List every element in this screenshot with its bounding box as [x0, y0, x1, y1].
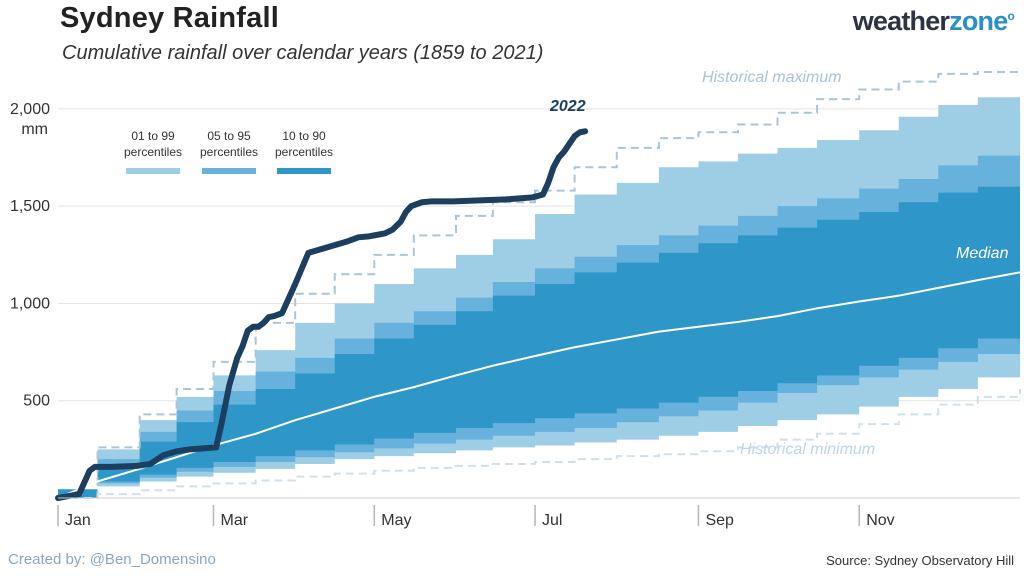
chart-title: Sydney Rainfall	[60, 2, 279, 34]
annotations: Historical maximum Historical minimum Medi…	[549, 69, 1009, 458]
chart-subtitle: Cumulative rainfall over calendar years …	[62, 42, 544, 64]
legend-swatch-2	[202, 168, 256, 174]
x-tick-label-sep: Sep	[705, 512, 734, 529]
y-unit-label: mm	[21, 121, 48, 138]
historical-minimum-line	[58, 389, 1021, 499]
legend-sublabel-1: percentiles	[124, 145, 182, 159]
historical-minimum-label: Historical minimum	[740, 441, 875, 458]
legend: 01 to 99 percentiles 05 to 95 percentiles 10…	[124, 129, 333, 174]
weatherzone-logo: weatherzoneo	[852, 6, 1015, 37]
historical-maximum-label: Historical maximum	[702, 69, 842, 86]
axes: Jan Mar May Jul Sep Nov 500 1,000 1,500 2,000 mm	[10, 101, 1020, 529]
x-tick-label-nov: Nov	[866, 512, 894, 529]
source-text: Source: Sydney Observatory Hill	[826, 553, 1014, 568]
logo-text-zone: zone	[949, 6, 1008, 36]
legend-swatch-3	[277, 168, 331, 174]
legend-label-2: 05 to 95	[207, 129, 251, 143]
x-tick-label-mar: Mar	[221, 512, 249, 529]
logo-mark: o	[1007, 9, 1014, 23]
series-lines	[55, 128, 1021, 501]
y-tick-label-1500: 1,500	[10, 198, 50, 215]
legend-swatch-1	[126, 168, 180, 174]
historical-maximum-line	[58, 70, 1021, 499]
x-tick-label-jul: Jul	[542, 512, 562, 529]
legend-sublabel-3: percentiles	[275, 145, 333, 159]
line-2022	[55, 128, 589, 501]
median-label: Median	[956, 245, 1009, 262]
legend-label-1: 01 to 99	[131, 129, 175, 143]
legend-label-3: 10 to 90	[282, 129, 326, 143]
x-tick-label-may: May	[381, 512, 411, 529]
logo-text-weather: weather	[852, 6, 950, 36]
historical-lines	[58, 70, 1021, 499]
x-tick-label-jan: Jan	[65, 512, 91, 529]
series-2022-label: 2022	[549, 98, 586, 115]
y-tick-label-1000: 1,000	[10, 295, 50, 312]
legend-sublabel-2: percentiles	[200, 145, 258, 159]
y-tick-label-500: 500	[23, 393, 50, 410]
credit-text: Created by: @Ben_Domensino	[8, 551, 216, 568]
y-tick-label-2000: 2,000	[10, 101, 50, 118]
